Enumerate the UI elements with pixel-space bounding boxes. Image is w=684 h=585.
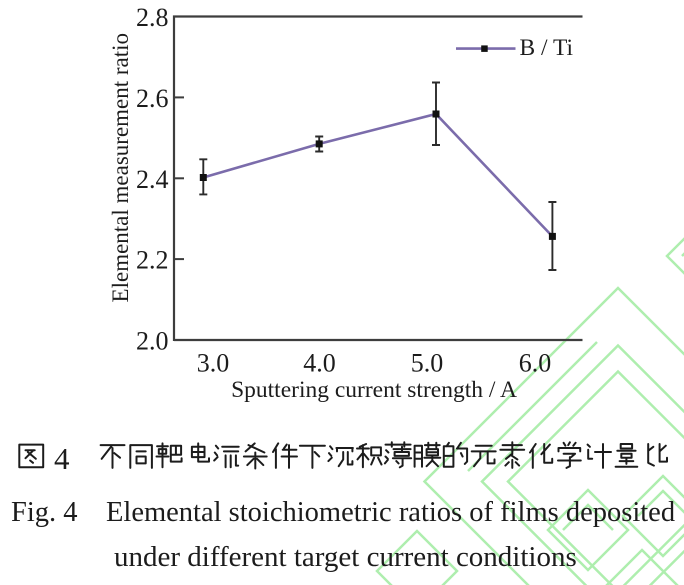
svg-text:4.0: 4.0: [303, 349, 336, 378]
svg-text:2.4: 2.4: [136, 165, 169, 194]
svg-text:Sputtering current strength /: Sputtering current strength / A: [231, 377, 517, 403]
svg-text:under different target current: under different target current condition…: [114, 541, 577, 573]
svg-text:3.0: 3.0: [197, 349, 230, 378]
svg-text:4: 4: [54, 441, 70, 476]
svg-text:5.0: 5.0: [411, 349, 444, 378]
svg-text:Elemental measurement ratio: Elemental measurement ratio: [108, 33, 133, 303]
svg-text:2.6: 2.6: [136, 84, 169, 113]
svg-text:6.0: 6.0: [519, 349, 552, 378]
svg-text:Fig. 4: Fig. 4: [11, 497, 78, 528]
svg-text:Elemental stoichiometric ratio: Elemental stoichiometric ratios of films…: [106, 497, 675, 528]
svg-text:2.2: 2.2: [136, 246, 169, 275]
svg-text:2.8: 2.8: [136, 3, 169, 32]
svg-text:B / Ti: B / Ti: [520, 35, 574, 61]
svg-text:2.0: 2.0: [136, 327, 169, 356]
